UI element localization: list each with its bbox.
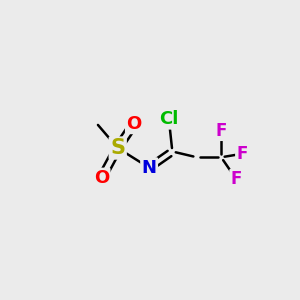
Text: O: O xyxy=(94,169,109,187)
Text: S: S xyxy=(110,138,125,158)
Text: O: O xyxy=(126,115,142,133)
Text: Cl: Cl xyxy=(159,110,178,128)
Text: F: F xyxy=(215,122,227,140)
Text: F: F xyxy=(231,170,242,188)
Text: N: N xyxy=(142,159,157,177)
Text: F: F xyxy=(236,145,248,163)
